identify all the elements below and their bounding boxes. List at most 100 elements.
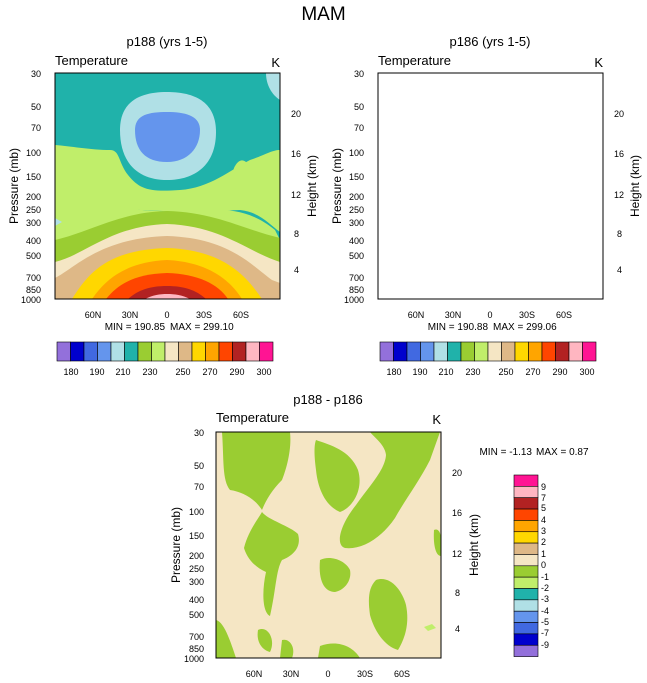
colorbar-swatch bbox=[582, 341, 597, 362]
colorbar-swatch bbox=[460, 341, 475, 362]
colorbar-label: 230 bbox=[142, 367, 157, 377]
contour-field bbox=[378, 73, 603, 299]
colorbar-swatch bbox=[513, 599, 539, 612]
colorbar-swatch bbox=[514, 341, 529, 362]
colorbar-label: -3 bbox=[541, 594, 549, 604]
colorbar-swatch bbox=[406, 341, 421, 362]
colorbar-swatch bbox=[259, 341, 274, 362]
y-axis-right-label: Height (km) bbox=[628, 155, 642, 217]
x-axis: 60N 30N 0 30S 60S bbox=[246, 669, 410, 679]
colorbar-label: -4 bbox=[541, 606, 549, 616]
colorbar-swatch bbox=[501, 341, 516, 362]
height-tick: 8 bbox=[294, 229, 299, 239]
colorbar-swatch bbox=[513, 565, 539, 578]
contour-field bbox=[55, 73, 280, 299]
colorbar-swatch bbox=[513, 497, 539, 510]
height-tick: 16 bbox=[614, 149, 624, 159]
colorbar-swatch bbox=[513, 576, 539, 589]
colorbar-label: 300 bbox=[579, 367, 594, 377]
colorbar-swatch bbox=[137, 341, 152, 362]
pressure-tick: 150 bbox=[26, 172, 41, 182]
colorbar-swatch bbox=[513, 622, 539, 635]
panel-left-label: Temperature bbox=[216, 410, 289, 425]
colorbar-swatch bbox=[218, 341, 233, 362]
figure-title: MAM bbox=[301, 4, 346, 25]
x-tick: 30S bbox=[196, 310, 212, 320]
colorbar-swatch bbox=[433, 341, 448, 362]
pressure-tick: 50 bbox=[354, 102, 364, 112]
height-tick: 16 bbox=[452, 508, 462, 518]
pressure-tick: 850 bbox=[189, 644, 204, 654]
x-tick: 30N bbox=[445, 310, 462, 320]
height-axis: 20 16 12 8 4 bbox=[614, 109, 624, 275]
colorbar-label: 250 bbox=[498, 367, 513, 377]
colorbar bbox=[513, 474, 539, 657]
pressure-tick: 200 bbox=[349, 192, 364, 202]
colorbar-swatch bbox=[513, 542, 539, 555]
y-axis-label: Pressure (mb) bbox=[330, 148, 344, 224]
colorbar-label: 180 bbox=[386, 367, 401, 377]
colorbar-swatch bbox=[474, 341, 489, 362]
colorbar-label: 190 bbox=[89, 367, 104, 377]
panel-right-label: K bbox=[271, 55, 280, 70]
height-tick: 20 bbox=[614, 109, 624, 119]
y-axis-right-label: Height (km) bbox=[467, 514, 481, 576]
pressure-tick: 300 bbox=[26, 218, 41, 228]
pressure-tick: 50 bbox=[31, 102, 41, 112]
pressure-tick: 70 bbox=[354, 123, 364, 133]
colorbar-label: 210 bbox=[115, 367, 130, 377]
colorbar-swatch bbox=[568, 341, 583, 362]
colorbar-label: 1 bbox=[541, 549, 546, 559]
pressure-tick: 500 bbox=[189, 610, 204, 620]
colorbar-label: 270 bbox=[525, 367, 540, 377]
panel-left-label: Temperature bbox=[378, 53, 451, 68]
colorbar-label: 190 bbox=[412, 367, 427, 377]
pressure-tick: 500 bbox=[26, 251, 41, 261]
pressure-tick: 500 bbox=[349, 251, 364, 261]
max-value: MAX = 299.10 bbox=[170, 322, 234, 333]
pressure-tick: 400 bbox=[349, 236, 364, 246]
colorbar-swatch bbox=[555, 341, 570, 362]
height-axis: 20 16 12 8 4 bbox=[291, 109, 301, 275]
pressure-tick: 30 bbox=[194, 428, 204, 438]
colorbar-label: 270 bbox=[202, 367, 217, 377]
x-tick: 60S bbox=[394, 669, 410, 679]
colorbar-swatch bbox=[97, 341, 112, 362]
colorbar-label: 210 bbox=[438, 367, 453, 377]
colorbar-swatch bbox=[487, 341, 502, 362]
pressure-axis: 30 50 70 100 150 200 250 300 400 500 700… bbox=[21, 69, 41, 305]
x-tick: 30S bbox=[357, 669, 373, 679]
pressure-tick: 30 bbox=[31, 69, 41, 79]
colorbar-label: 290 bbox=[229, 367, 244, 377]
colorbar-label: 3 bbox=[541, 526, 546, 536]
min-value: MIN = 190.88 bbox=[428, 322, 489, 333]
colorbar-swatch bbox=[83, 341, 98, 362]
height-tick: 8 bbox=[617, 229, 622, 239]
colorbar-swatch bbox=[528, 341, 543, 362]
colorbar-swatch bbox=[379, 341, 394, 362]
colorbar-swatch bbox=[420, 341, 435, 362]
colorbar-swatch bbox=[164, 341, 179, 362]
pressure-tick: 250 bbox=[26, 205, 41, 215]
pressure-tick: 1000 bbox=[184, 654, 204, 664]
colorbar-swatch bbox=[191, 341, 206, 362]
x-tick: 60N bbox=[246, 669, 263, 679]
x-tick: 0 bbox=[487, 310, 492, 320]
colorbar-swatch bbox=[178, 341, 193, 362]
colorbar-swatch bbox=[232, 341, 247, 362]
pressure-tick: 70 bbox=[194, 482, 204, 492]
colorbar-swatch bbox=[513, 531, 539, 544]
pressure-tick: 200 bbox=[189, 551, 204, 561]
pressure-tick: 150 bbox=[349, 172, 364, 182]
min-value: MIN = 190.85 bbox=[105, 322, 166, 333]
colorbar-label: 7 bbox=[541, 493, 546, 503]
pressure-tick: 300 bbox=[349, 218, 364, 228]
pressure-tick: 850 bbox=[26, 285, 41, 295]
x-tick: 30N bbox=[122, 310, 139, 320]
pressure-tick: 30 bbox=[354, 69, 364, 79]
pressure-tick: 150 bbox=[189, 531, 204, 541]
colorbar-swatch bbox=[513, 644, 539, 657]
colorbar-label: 5 bbox=[541, 503, 546, 513]
colorbar-label: -1 bbox=[541, 572, 549, 582]
colorbar-swatch bbox=[124, 341, 139, 362]
